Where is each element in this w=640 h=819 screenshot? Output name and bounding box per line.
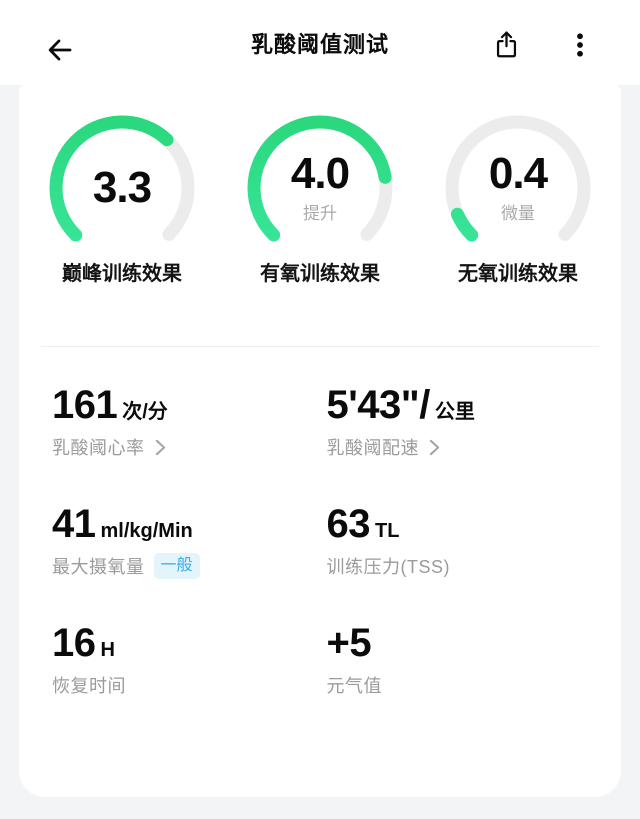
app-header: 乳酸阈值测试 [0, 0, 640, 85]
anaerobic-gauge-ring-icon: 0.4 微量 [445, 115, 591, 261]
metric-unit: 次/分 [122, 401, 168, 423]
header-actions [487, 24, 600, 66]
gauge-aerobic-training-effect: 4.0 提升 有氧训练效果 [225, 115, 415, 286]
gauge-anaerobic-training-effect: 0.4 微量 无氧训练效果 [423, 115, 613, 286]
gauge-value: 4.0 [290, 148, 350, 198]
share-button[interactable] [487, 24, 526, 66]
metric-label: 乳酸阈配速 [326, 438, 419, 458]
gauge-sublabel: 微量 [501, 204, 535, 224]
kebab-menu-icon [566, 31, 594, 59]
vo2max-level-badge: 一般 [153, 553, 200, 579]
metric-label: 训练压力(TSS) [326, 557, 450, 577]
metric-lactate-threshold-pace[interactable]: 5'43"/ 公里 乳酸阈配速 [327, 383, 602, 460]
metric-vo2max: 41 ml/kg/Min 最大摄氧量 一般 [52, 502, 327, 579]
peak-gauge-ring-icon: 3.3 [49, 115, 195, 261]
metric-training-stress: 63 TL 训练压力(TSS) [327, 502, 602, 579]
metric-value: 16 [52, 621, 96, 665]
metrics-grid: 161 次/分 乳酸阈心率 5'43"/ 公里 [19, 347, 621, 698]
gauge-sublabel: 提升 [303, 204, 337, 224]
metric-label: 乳酸阈心率 [52, 438, 145, 458]
metric-value: 5'43"/ [326, 383, 431, 427]
gauge-label: 有氧训练效果 [260, 263, 380, 285]
share-icon [493, 30, 520, 60]
metric-value: +5 [326, 621, 372, 665]
metric-recovery-time: 16 H 恢复时间 [52, 621, 327, 698]
training-effect-gauges: 3.3 巅峰训练效果 [19, 115, 621, 286]
chevron-right-icon[interactable] [428, 439, 441, 456]
metric-value: 161 [52, 383, 118, 427]
menu-button[interactable] [560, 25, 600, 65]
results-card: 3.3 巅峰训练效果 [19, 85, 621, 797]
back-button[interactable] [38, 28, 82, 72]
metric-value: 63 [326, 502, 371, 546]
metric-unit: TL [375, 520, 400, 542]
metric-unit: ml/kg/Min [100, 520, 193, 542]
metric-label: 恢复时间 [52, 676, 126, 696]
metric-lactate-threshold-heart-rate[interactable]: 161 次/分 乳酸阈心率 [52, 383, 327, 460]
arrow-left-icon [44, 34, 76, 66]
metric-unit: H [100, 639, 115, 661]
chevron-right-icon[interactable] [154, 439, 167, 456]
gauge-value: 0.4 [488, 148, 548, 198]
metric-unit: 公里 [434, 401, 475, 423]
section-divider [41, 346, 599, 347]
metric-vitality: +5 元气值 [327, 621, 602, 698]
metric-label: 最大摄氧量 [52, 557, 145, 577]
aerobic-gauge-ring-icon: 4.0 提升 [247, 115, 393, 261]
metric-value: 41 [52, 502, 96, 546]
gauge-peak-training-effect: 3.3 巅峰训练效果 [27, 115, 217, 286]
metric-label: 元气值 [326, 676, 382, 696]
page-title: 乳酸阈值测试 [250, 31, 390, 57]
gauge-value: 3.3 [92, 162, 152, 212]
gauge-label: 无氧训练效果 [458, 263, 578, 285]
gauge-label: 巅峰训练效果 [62, 263, 182, 285]
content: 3.3 巅峰训练效果 [0, 85, 640, 819]
